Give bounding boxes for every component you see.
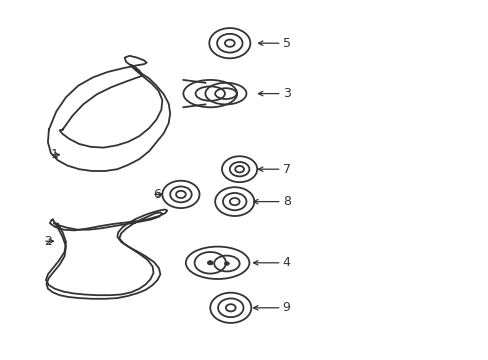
Text: 6: 6 (153, 188, 161, 201)
Text: 3: 3 (282, 87, 290, 100)
Circle shape (224, 262, 229, 265)
Text: 2: 2 (44, 235, 52, 248)
Text: 1: 1 (50, 148, 58, 161)
Text: 4: 4 (282, 256, 290, 269)
Text: 7: 7 (282, 163, 290, 176)
Text: 8: 8 (282, 195, 290, 208)
Text: 5: 5 (282, 37, 290, 50)
Circle shape (207, 261, 213, 265)
Text: 9: 9 (282, 301, 290, 314)
